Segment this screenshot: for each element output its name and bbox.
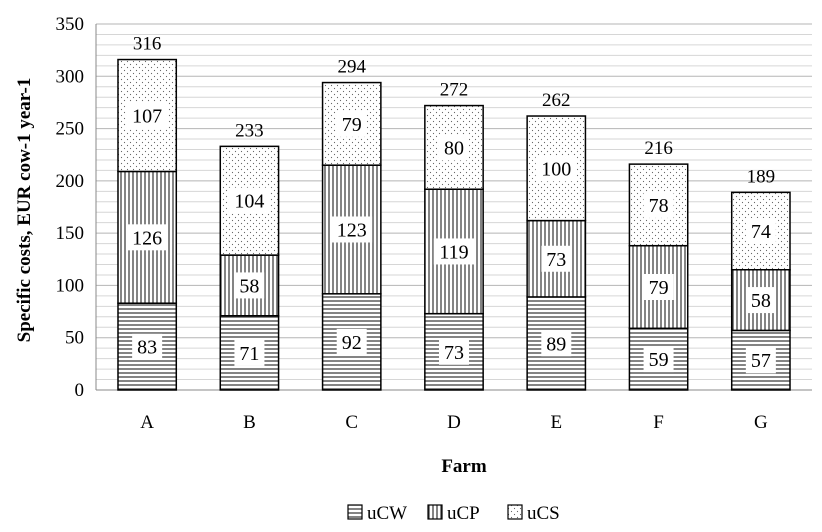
legend-item-uCS: uCS (507, 503, 560, 524)
x-tick-label: F (653, 412, 664, 433)
legend-swatch (507, 504, 523, 520)
bar-segment-label-bg (126, 224, 168, 251)
x-axis-ticks: A B C D E F G (140, 412, 768, 433)
bar-segment-label-bg (433, 238, 475, 265)
bar-segment-label-bg (541, 245, 572, 272)
bar-segment-label: 89 (546, 333, 566, 355)
bars: 83 126 107 316 71 58 104 233 92 123 79 294 73 119 80 27… (117, 34, 791, 391)
bar-segment-label-bg (126, 102, 168, 129)
bar-total-label: 233 (235, 120, 264, 141)
bar-segment-label: 73 (546, 249, 566, 271)
bar-segment-label-bg (535, 155, 577, 182)
x-tick-label: G (754, 412, 768, 433)
legend-label: uCP (447, 503, 480, 524)
bar-C: 92 123 79 294 (321, 57, 382, 391)
bar-segment-label-bg (745, 287, 776, 314)
bar-segment-label: 74 (751, 221, 771, 243)
bar-total-label: 316 (133, 34, 162, 55)
y-tick-label: 150 (56, 223, 85, 244)
bar-segment-label-bg (439, 134, 469, 161)
bar-segment-label: 104 (234, 191, 264, 213)
legend-item-uCP: uCP (427, 503, 480, 524)
bar-segment-label: 119 (439, 241, 468, 263)
bar-segment-label-bg (132, 333, 163, 360)
bar-D: 73 119 80 272 (424, 80, 484, 391)
bar-A: 83 126 107 316 (117, 34, 178, 391)
bar-segment-label-bg (745, 218, 776, 245)
x-tick-label: D (447, 412, 461, 433)
bar-segment-label-bg (234, 339, 265, 366)
bar-segment-label: 126 (132, 227, 162, 249)
bar-segment-label-bg (331, 216, 373, 243)
legend: uCW uCP uCS (347, 503, 560, 524)
legend-label: uCW (367, 503, 407, 524)
bar-segment-label-bg (643, 346, 674, 373)
bar-total-label: 216 (644, 138, 673, 159)
y-tick-label: 250 (56, 119, 85, 140)
bar-segment-label: 59 (649, 349, 669, 371)
bar-segment-label: 92 (342, 332, 362, 354)
bar-segment-label: 107 (132, 106, 162, 128)
bar-total-label: 189 (747, 166, 776, 187)
y-axis-title: Specific costs, EUR cow-1 year-1 (14, 78, 35, 343)
bar-segment-label-bg (336, 328, 367, 355)
bar-segment-label-bg (643, 191, 674, 218)
x-tick-label: A (140, 412, 154, 433)
bar-segment-label-bg (234, 272, 265, 299)
legend-swatch (427, 504, 443, 520)
y-tick-label: 0 (75, 380, 85, 401)
x-tick-label: C (345, 412, 358, 433)
bar-segment-label: 58 (751, 290, 771, 312)
bar-segment-label: 57 (751, 350, 771, 372)
bar-segment-label-bg (336, 110, 367, 137)
y-axis-ticks: 0 50 100 150 200 250 300 350 (56, 14, 85, 401)
bar-segment-label: 79 (342, 114, 362, 136)
bar-segment-label: 73 (444, 342, 464, 364)
bar-F: 59 79 78 216 (628, 138, 689, 391)
bar-segment-label: 58 (239, 275, 259, 297)
y-tick-label: 200 (56, 171, 85, 192)
y-tick-label: 300 (56, 66, 85, 87)
legend-item-uCW: uCW (347, 503, 407, 524)
bar-total-label: 272 (440, 80, 469, 101)
bar-segment-label-bg (228, 187, 270, 214)
bar-segment-label: 100 (541, 158, 571, 180)
bar-segment-label-bg (745, 347, 776, 374)
bar-segment-label: 71 (239, 343, 259, 365)
bar-segment-uCW (628, 327, 689, 391)
bar-total-label: 294 (337, 57, 366, 78)
bar-B: 71 58 104 233 (219, 120, 280, 391)
y-tick-label: 350 (56, 14, 85, 35)
bar-E: 89 73 100 262 (526, 90, 587, 391)
bar-segment-label: 123 (337, 219, 367, 241)
legend-label: uCS (527, 503, 560, 524)
bar-segment-uCW (730, 329, 791, 391)
x-tick-label: B (243, 412, 256, 433)
bar-segment-label: 83 (137, 337, 157, 359)
bar-segment-label-bg (541, 330, 572, 357)
bar-segment-label: 80 (444, 137, 464, 159)
y-tick-label: 50 (65, 328, 84, 349)
legend-swatch (347, 504, 363, 520)
bar-G: 57 58 74 189 (730, 166, 791, 391)
y-tick-label: 100 (56, 275, 85, 296)
x-tick-label: E (550, 412, 562, 433)
bar-segment-label: 78 (649, 195, 669, 217)
bar-segment-label-bg (643, 273, 674, 300)
bar-total-label: 262 (542, 90, 571, 111)
bar-segment-label-bg (439, 338, 469, 365)
x-axis-title: Farm (441, 456, 487, 477)
bar-segment-label: 79 (649, 277, 669, 299)
